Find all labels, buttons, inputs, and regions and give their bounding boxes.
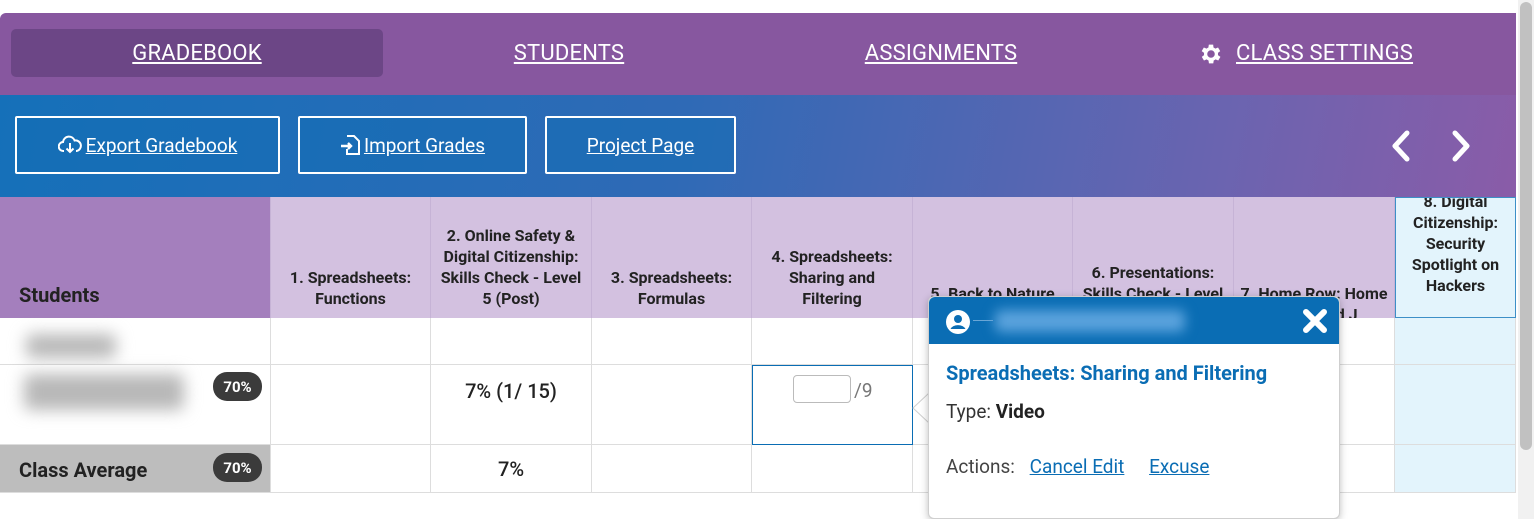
- grade-text: 7% (1/ 15): [465, 379, 557, 403]
- import-button[interactable]: Import Grades: [298, 116, 527, 174]
- blurred-name: [995, 310, 1185, 332]
- actions-label: Actions:: [946, 455, 1015, 478]
- grade-cell: [592, 318, 752, 365]
- gear-icon: [1201, 44, 1221, 64]
- grade-text: 7%: [497, 456, 525, 481]
- user-icon: [946, 310, 970, 334]
- toolbar: Export Gradebook Import Grades Project P…: [0, 95, 1516, 197]
- header-text: 8. Digital Citizenship: Security Spotlig…: [1411, 197, 1500, 295]
- points-input[interactable]: [793, 375, 851, 403]
- grade-badge: 70%: [213, 372, 262, 401]
- grade-cell-active: /9: [752, 365, 913, 445]
- scrollbar-thumb[interactable]: [1520, 2, 1532, 450]
- tab[interactable]: CLASS SETTINGS: [1236, 40, 1414, 66]
- close-button[interactable]: [1301, 307, 1329, 335]
- type-value: Video: [995, 400, 1045, 423]
- header-cell[interactable]: 3. Spreadsheets: Formulas: [592, 197, 752, 318]
- cancel-edit-link[interactable]: Cancel Edit: [1029, 455, 1125, 478]
- header-cell[interactable]: 2. Online Safety & Digital Citizenship: …: [431, 197, 592, 318]
- blurred-name: [24, 374, 184, 410]
- header-cell[interactable]: 4. Spreadsheets: Sharing and Filtering: [752, 197, 913, 318]
- button-label: Project Page: [586, 133, 695, 157]
- header-cell: Students: [0, 197, 271, 318]
- tab[interactable]: STUDENTS: [513, 40, 625, 66]
- tab[interactable]: ASSIGNMENTS: [864, 40, 1018, 66]
- import-icon: [340, 135, 360, 155]
- grade-cell: [1395, 365, 1516, 445]
- excuse-link[interactable]: Excuse: [1149, 455, 1210, 478]
- project-button[interactable]: Project Page: [545, 116, 736, 174]
- button-label: Import Grades: [363, 133, 486, 157]
- grade-cell: [592, 365, 752, 445]
- cloud-icon: [57, 135, 82, 154]
- popup-header: [929, 297, 1339, 344]
- prev-arrow[interactable]: [1389, 129, 1413, 163]
- type-row: Type: Video: [946, 400, 1045, 423]
- grade-cell: [1395, 445, 1516, 493]
- export-button[interactable]: Export Gradebook: [15, 116, 280, 174]
- grade-cell: 7%: [431, 445, 592, 493]
- grade-cell: [752, 445, 913, 493]
- grade-cell: [431, 318, 592, 365]
- tab[interactable]: GRADEBOOK: [11, 29, 383, 77]
- divider: [973, 320, 993, 321]
- class-average-label: Class Average: [19, 458, 148, 482]
- grade-cell: [271, 445, 431, 493]
- header-cell[interactable]: 1. Spreadsheets: Functions: [271, 197, 431, 318]
- type-label: Type:: [946, 400, 992, 423]
- grade-cell: 7% (1/ 15): [431, 365, 592, 445]
- points-suffix: /9: [854, 379, 873, 402]
- assignment-title[interactable]: Spreadsheets: Sharing and Filtering: [946, 361, 1268, 385]
- grade-cell: [592, 445, 752, 493]
- grade-cell: [752, 318, 913, 365]
- grade-popup: Spreadsheets: Sharing and Filtering Type…: [928, 296, 1340, 519]
- header-cell[interactable]: 8. Digital Citizenship: Security Spotlig…: [1395, 197, 1516, 318]
- grade-cell: [271, 318, 431, 365]
- grade-badge: 70%: [213, 453, 262, 482]
- button-label: Export Gradebook: [85, 133, 238, 157]
- grade-cell: [1395, 318, 1516, 365]
- grade-cell: [271, 365, 431, 445]
- next-arrow[interactable]: [1449, 129, 1473, 163]
- nav-bar: GRADEBOOK STUDENTS ASSIGNMENTS CLASS SET…: [0, 13, 1516, 95]
- actions-row: Actions: Cancel Edit Excuse: [946, 455, 1209, 478]
- blurred-name: [26, 334, 116, 358]
